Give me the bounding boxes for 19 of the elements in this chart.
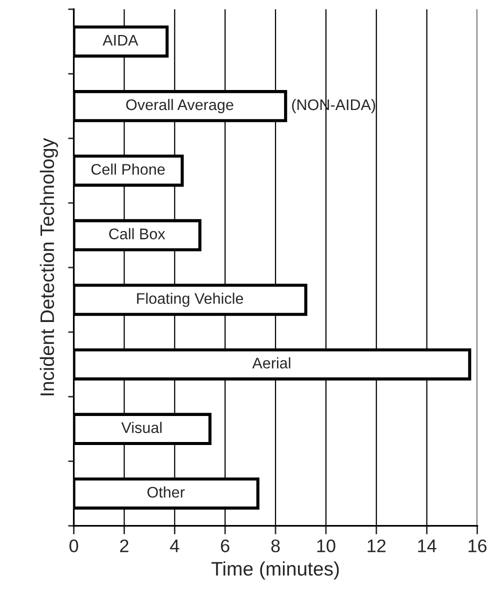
x-tick-label: 10 bbox=[317, 539, 336, 552]
x-tick-label: 16 bbox=[468, 539, 486, 552]
y-tick-label: Overall Average bbox=[126, 98, 234, 114]
y-tick-label: Cell Phone bbox=[91, 164, 165, 175]
x-tick-label: 8 bbox=[271, 539, 280, 552]
x-tick-label: 4 bbox=[170, 540, 180, 552]
x-tick-label: 12 bbox=[368, 539, 386, 552]
y-tick-label: Floating Vehicle bbox=[137, 292, 244, 307]
x-tick-label: 2 bbox=[120, 539, 128, 552]
x-axis-title: Time (minutes) bbox=[212, 561, 339, 580]
y-tick-label: AIDA bbox=[102, 34, 138, 46]
y-tick-label: Aerial bbox=[252, 357, 290, 368]
x-tick-label: 0 bbox=[69, 539, 78, 552]
y-tick-label: Call Box bbox=[109, 228, 166, 240]
y-tick-label: Other bbox=[147, 486, 185, 498]
y-tick-label: Visual bbox=[121, 422, 162, 434]
x-tick-label: 14 bbox=[418, 540, 436, 552]
y-axis-title: Incident Detection Technology bbox=[40, 138, 58, 396]
x-tick-label: 6 bbox=[220, 539, 230, 552]
